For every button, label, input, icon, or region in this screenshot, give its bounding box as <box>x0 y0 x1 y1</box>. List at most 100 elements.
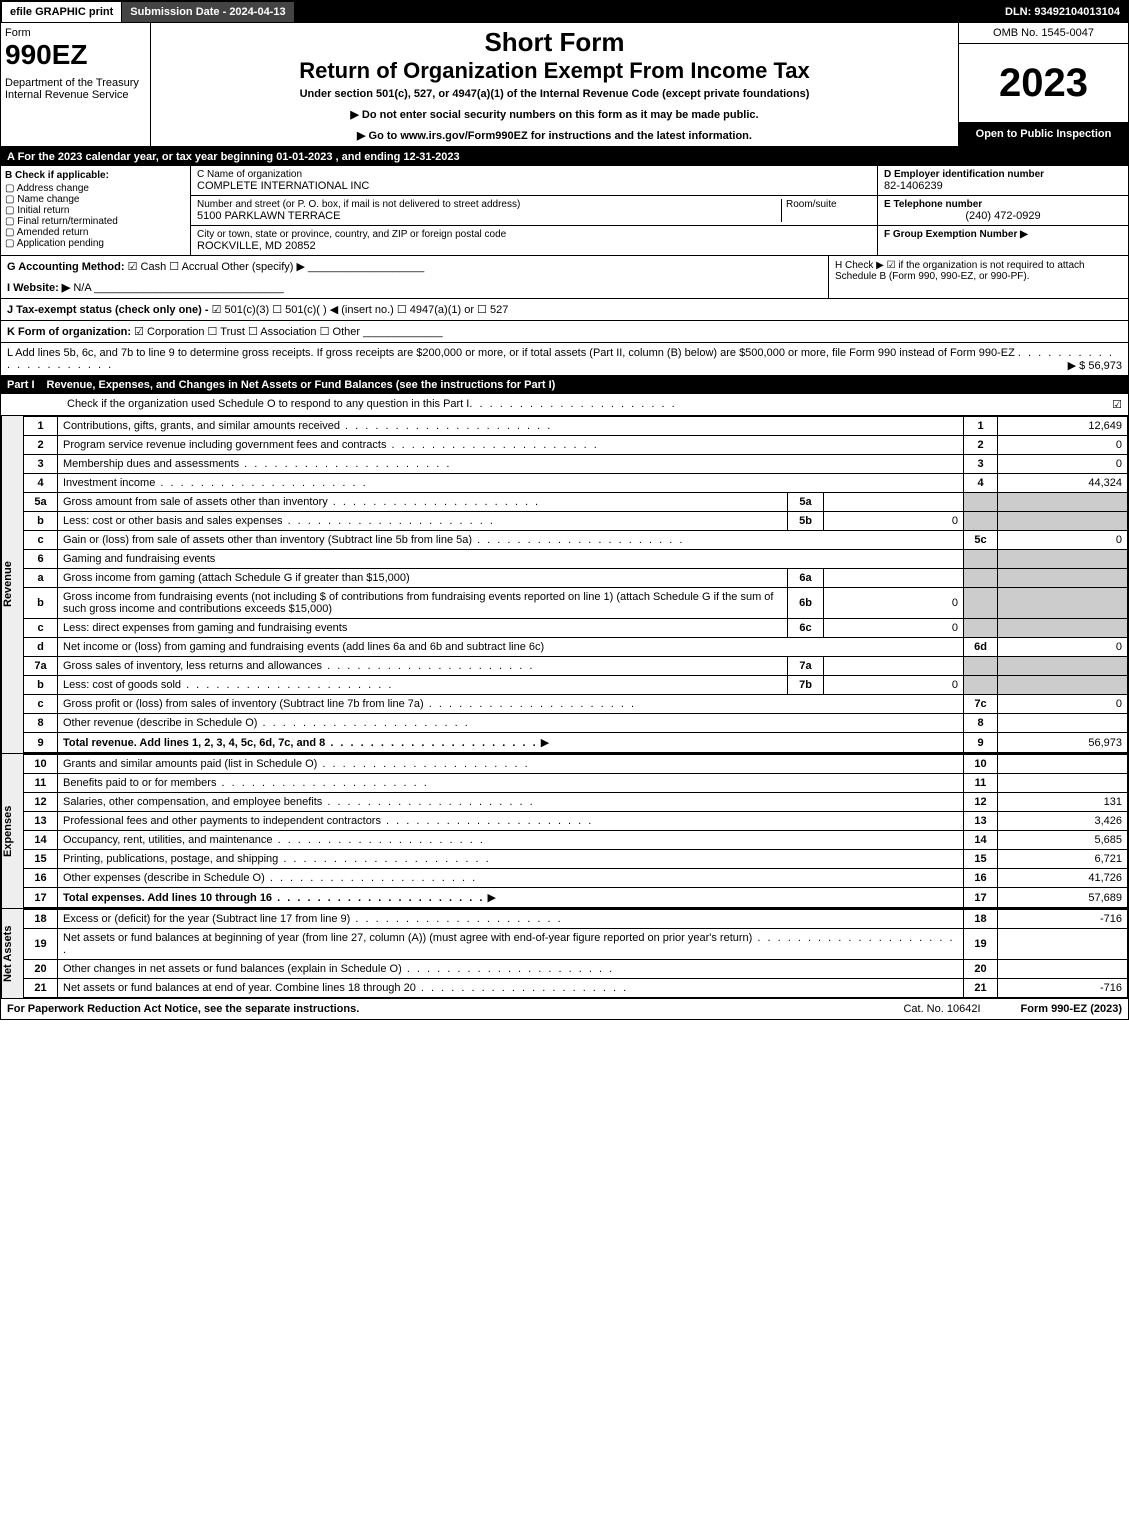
line-ref: 16 <box>964 869 998 888</box>
arrow-icon <box>541 737 549 749</box>
line-no: 1 <box>24 417 58 436</box>
line-a: A For the 2023 calendar year, or tax yea… <box>1 148 1128 166</box>
footer: For Paperwork Reduction Act Notice, see … <box>1 999 1128 1019</box>
ein-label: D Employer identification number <box>884 169 1122 180</box>
efile-print-label[interactable]: efile GRAPHIC print <box>1 1 122 23</box>
line-value: 3,426 <box>998 812 1128 831</box>
check-accrual[interactable]: Accrual <box>169 261 218 273</box>
table-row: c Gross profit or (loss) from sales of in… <box>24 695 1128 714</box>
section-l-text: L Add lines 5b, 6c, and 7b to line 9 to … <box>7 347 1015 359</box>
line-desc: Gross profit or (loss) from sales of inv… <box>63 698 636 710</box>
line-desc: Grants and similar amounts paid (list in… <box>63 758 530 770</box>
line-ref: 19 <box>964 929 998 960</box>
check-name-change[interactable]: Name change <box>5 194 186 205</box>
table-row: 19Net assets or fund balances at beginni… <box>24 929 1128 960</box>
line-desc: Gross amount from sale of assets other t… <box>63 496 540 508</box>
shade-cell <box>998 588 1128 619</box>
table-row: bLess: cost or other basis and sales exp… <box>24 512 1128 531</box>
check-amended-return[interactable]: Amended return <box>5 227 186 238</box>
shade-cell <box>964 569 998 588</box>
expenses-table: 10 Grants and similar amounts paid (list … <box>23 754 1128 908</box>
line-no: 7a <box>24 657 58 676</box>
form-subtitle: Under section 501(c), 527, or 4947(a)(1)… <box>155 88 954 100</box>
check-final-return[interactable]: Final return/terminated <box>5 216 186 227</box>
line-ref: 11 <box>964 774 998 793</box>
line-no: 11 <box>24 774 58 793</box>
line-no: 17 <box>24 888 58 908</box>
line-ref: 20 <box>964 960 998 979</box>
check-address-change[interactable]: Address change <box>5 183 186 194</box>
line-no: 10 <box>24 755 58 774</box>
sub-value: 0 <box>824 676 964 695</box>
sub-value: 0 <box>824 588 964 619</box>
shade-cell <box>998 619 1128 638</box>
line-value: 5,685 <box>998 831 1128 850</box>
ein-value: 82-1406239 <box>884 180 1122 192</box>
schedule-o-dots <box>469 398 676 411</box>
section-k: K Form of organization: ☑ Corporation ☐ … <box>1 321 1128 343</box>
section-j-options: ☑ 501(c)(3) ☐ 501(c)( ) ◀ (insert no.) ☐… <box>212 304 509 316</box>
instructions-text: ▶ Go to www.irs.gov/Form990EZ for instru… <box>357 130 752 142</box>
shade-cell <box>964 619 998 638</box>
shade-cell <box>964 588 998 619</box>
line-no: 15 <box>24 850 58 869</box>
schedule-o-checkbox[interactable] <box>1112 398 1122 411</box>
city-label: City or town, state or province, country… <box>197 229 871 240</box>
other-method: Other (specify) ▶ <box>221 261 305 273</box>
line-no: 13 <box>24 812 58 831</box>
arrow-icon <box>487 892 495 904</box>
form-header: Form 990EZ Department of the Treasury In… <box>1 23 1128 148</box>
section-g-label: G Accounting Method: <box>7 261 125 273</box>
sub-ref: 6b <box>788 588 824 619</box>
line-no: b <box>24 512 58 531</box>
line-desc: Printing, publications, postage, and shi… <box>63 853 491 865</box>
line-ref: 7c <box>964 695 998 714</box>
table-row: 4Investment income444,324 <box>24 474 1128 493</box>
shade-cell <box>964 512 998 531</box>
tax-year: 2023 <box>959 44 1128 122</box>
line-desc: Benefits paid to or for members <box>63 777 429 789</box>
revenue-body: 1Contributions, gifts, grants, and simil… <box>23 416 1128 753</box>
table-row: bLess: cost of goods sold7b0 <box>24 676 1128 695</box>
line-value <box>998 714 1128 733</box>
check-application-pending[interactable]: Application pending <box>5 238 186 249</box>
website-value: N/A <box>73 282 91 294</box>
line-ref: 15 <box>964 850 998 869</box>
line-no: c <box>24 531 58 550</box>
line-value <box>998 774 1128 793</box>
room-label: Room/suite <box>786 199 871 210</box>
section-def: D Employer identification number 82-1406… <box>878 166 1128 255</box>
line-desc: Other changes in net assets or fund bala… <box>63 963 614 975</box>
form-number: 990EZ <box>5 39 146 71</box>
line-ref: 13 <box>964 812 998 831</box>
line-ref: 5c <box>964 531 998 550</box>
net-table: 18Excess or (deficit) for the year (Subt… <box>23 909 1128 998</box>
net-assets-section: Net Assets 18Excess or (deficit) for the… <box>1 909 1128 999</box>
line-value: 0 <box>998 455 1128 474</box>
line-desc: Gross income from fundraising events (no… <box>58 588 788 619</box>
line-desc: Other expenses (describe in Schedule O) <box>63 872 477 884</box>
line-desc: Professional fees and other payments to … <box>63 815 593 827</box>
line-value: 0 <box>998 695 1128 714</box>
instructions-link[interactable]: ▶ Go to www.irs.gov/Form990EZ for instru… <box>155 129 954 142</box>
line-value: 56,973 <box>998 733 1128 753</box>
line-value: 0 <box>998 531 1128 550</box>
schedule-o-check-text: Check if the organization used Schedule … <box>67 398 469 411</box>
line-no: b <box>24 676 58 695</box>
line-desc: Other revenue (describe in Schedule O) <box>63 717 470 729</box>
line-desc: Gaming and fundraising events <box>58 550 964 569</box>
table-row: 1Contributions, gifts, grants, and simil… <box>24 417 1128 436</box>
table-row: bGross income from fundraising events (n… <box>24 588 1128 619</box>
line-no: 6 <box>24 550 58 569</box>
table-row: 15 Printing, publications, postage, and s… <box>24 850 1128 869</box>
form-page: efile GRAPHIC print Submission Date - 20… <box>0 0 1129 1020</box>
check-initial-return[interactable]: Initial return <box>5 205 186 216</box>
phone-value: (240) 472-0929 <box>884 210 1122 222</box>
line-no: c <box>24 695 58 714</box>
line-value: 0 <box>998 638 1128 657</box>
check-cash[interactable]: Cash <box>128 261 167 273</box>
phone-label: E Telephone number <box>884 199 1122 210</box>
line-value: 131 <box>998 793 1128 812</box>
city-value: ROCKVILLE, MD 20852 <box>197 240 871 252</box>
table-row: cLess: direct expenses from gaming and f… <box>24 619 1128 638</box>
